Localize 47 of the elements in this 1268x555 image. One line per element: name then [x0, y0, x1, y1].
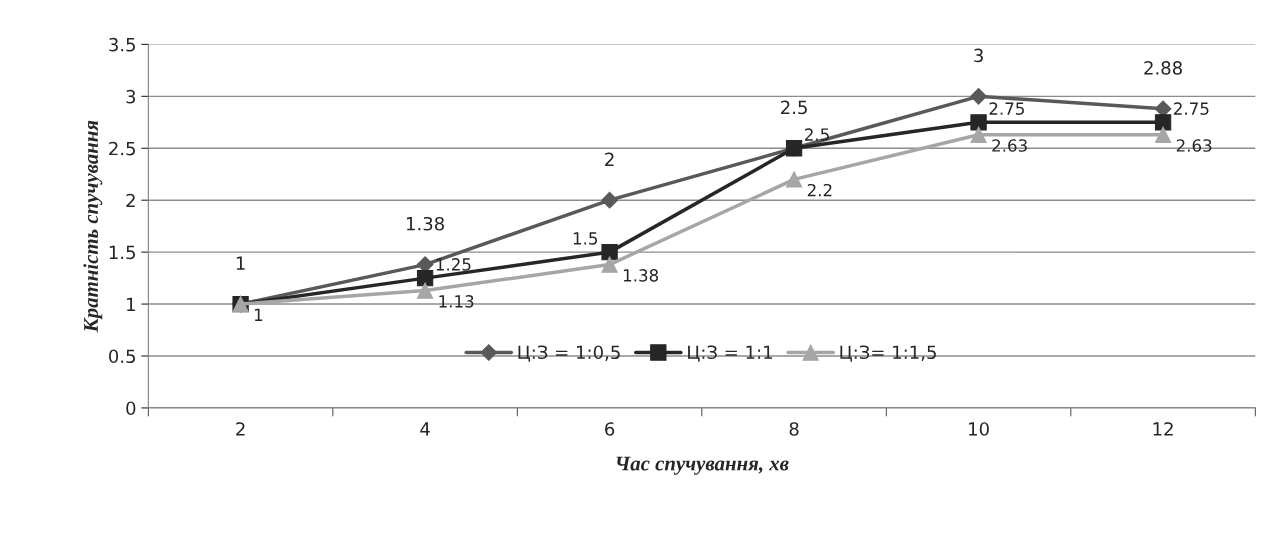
point [785, 171, 803, 188]
data-label: 2.5 [781, 100, 807, 115]
y-tick-label: 3.5 [109, 37, 135, 52]
point [970, 114, 987, 131]
data-label: 1.38 [623, 269, 659, 282]
data-label: 2 [605, 152, 614, 166]
point [601, 243, 618, 261]
legend-label: Ц:З = 1:0,5 [518, 345, 620, 362]
data-label: 2.63 [992, 139, 1027, 152]
data-label: 1 [236, 256, 245, 270]
point [601, 256, 618, 273]
y-tick-label: 0.5 [109, 349, 135, 364]
data-label: 1.25 [436, 258, 471, 271]
data-label: 2.88 [1144, 61, 1182, 75]
y-tick-label: 1 [127, 297, 135, 311]
data-label: 1 [254, 308, 263, 321]
y-tick-label: 3 [126, 89, 136, 104]
x-tick-label: 6 [605, 422, 615, 436]
x-tick-label: 8 [789, 422, 799, 436]
data-label: 2.75 [989, 102, 1024, 115]
data-label: 2.2 [807, 183, 832, 197]
legend-label: Ц:З = 1:1 [688, 345, 772, 362]
point [970, 87, 987, 105]
y-tick-label: 1.5 [109, 245, 135, 260]
y-tick-label: 0 [126, 401, 136, 416]
point [970, 126, 987, 143]
data-label: 1.5 [573, 232, 598, 245]
point [1154, 114, 1172, 131]
data-label: 1.38 [406, 216, 444, 231]
point [601, 191, 618, 209]
x-tick-label: 2 [236, 422, 245, 436]
data-label: 3 [974, 48, 983, 63]
x-tick-label: 10 [969, 422, 989, 436]
y-tick-label: 2 [126, 193, 135, 208]
point [416, 282, 434, 299]
data-label: 2.5 [805, 128, 829, 141]
data-label: 1.13 [439, 295, 474, 308]
x-tick-label: 4 [420, 422, 430, 436]
point [1154, 126, 1172, 143]
x-axis-title: Час спучування, хв [616, 456, 789, 475]
x-tick-label: 12 [1153, 422, 1173, 436]
y-tick-label: 2.5 [109, 141, 135, 156]
data-label: 2.75 [1174, 102, 1209, 115]
data-label: 2.63 [1176, 139, 1212, 152]
legend-label: Ц:З= 1:1,5 [840, 345, 936, 362]
y-axis-title: Кратність спучування [83, 120, 103, 333]
point [416, 269, 434, 287]
